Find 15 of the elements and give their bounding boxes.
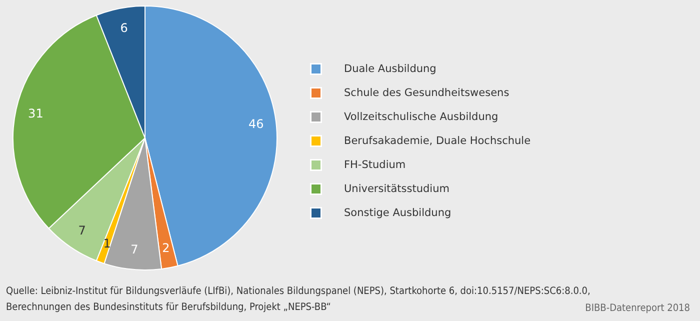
data-label: 31 <box>28 106 44 121</box>
legend-label: Duale Ausbildung <box>344 63 436 75</box>
legend-label: Vollzeitschulische Ausbildung <box>344 111 498 123</box>
legend-label: FH-Studium <box>344 159 406 171</box>
data-label: 46 <box>248 116 264 131</box>
data-label: 1 <box>103 236 111 250</box>
text: BIBB-Datenreport 2018 <box>585 302 690 316</box>
legend-label: Universitätsstudium <box>344 183 450 195</box>
data-label: 7 <box>78 224 86 238</box>
data-label: 2 <box>162 241 170 256</box>
data-label: 7 <box>130 242 138 257</box>
data-label: 6 <box>120 20 128 35</box>
legend-label: Sonstige Ausbildung <box>344 207 452 219</box>
legend-label: Schule des Gesundheitswesens <box>344 87 510 99</box>
legend-label: Berufsakademie, Duale Hochschule <box>344 135 531 147</box>
